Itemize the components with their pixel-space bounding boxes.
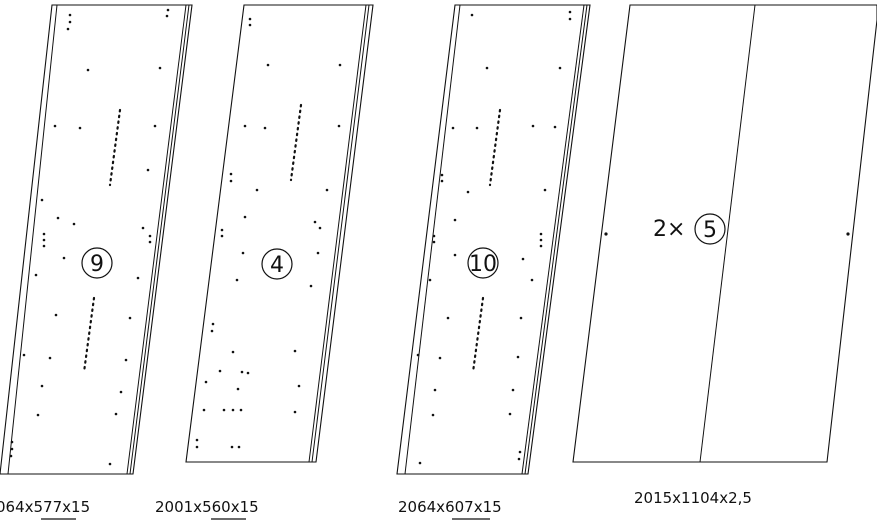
panel-10-hole-row-upper [488, 108, 502, 187]
panel-10-dimension: 2064x607x15 [398, 498, 502, 516]
panel-5: 2× 5 2015x1104x2,5 [572, 4, 877, 507]
panel-10-callout [467, 247, 499, 279]
panel-10: 10 2064x607x15 [396, 4, 591, 520]
panel-4-hole-row [289, 103, 303, 182]
panel-4-label: 4 [270, 253, 284, 278]
panel-5-callout [694, 213, 726, 245]
panel-9-label: 9 [90, 252, 104, 277]
panel-9-callout [81, 247, 113, 279]
panel-9-hole-row-upper [108, 108, 122, 187]
panel-4: 4 2001x560x15 [155, 4, 374, 520]
panel-9-hole-row-lower [82, 296, 96, 374]
panel-5-hole-right [846, 232, 850, 236]
panel-4-dimension: 2001x560x15 [155, 498, 259, 516]
panel-10-label: 10 [469, 252, 497, 277]
panel-4-holes [195, 17, 342, 449]
panel-10-hole-row-lower [471, 296, 485, 374]
panel-5-label: 5 [703, 218, 717, 243]
panel-9-dimension: 064x577x15 [0, 498, 90, 516]
panel-4-callout [261, 248, 293, 280]
panel-9-holes [9, 8, 170, 466]
panel-5-hole-left [604, 232, 608, 236]
panel-10-holes [416, 10, 572, 465]
panel-5-quantity: 2× [653, 217, 685, 242]
panel-9: 9 064x577x15 [0, 4, 193, 520]
panel-5-dimension: 2015x1104x2,5 [634, 489, 752, 507]
